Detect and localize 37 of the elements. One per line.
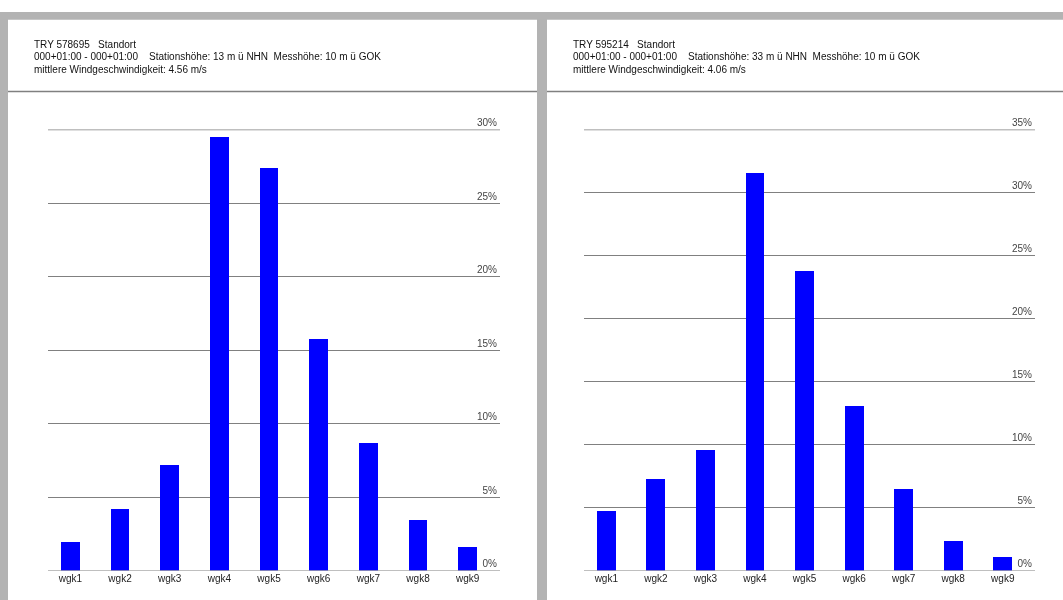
y-tick-label: 15%: [476, 337, 498, 349]
y-tick-label: 0%: [1017, 558, 1033, 570]
y-tick-label: 5%: [482, 484, 498, 496]
x-tick-label: wgk2: [107, 572, 133, 584]
chart-subtitle: 000+01:00 - 000+01:00 Stationshöhe: 13 m ü NHN Messhöhe: 10 m ü GOK mittlere Windgeschwindigkeit: 4.56 m/s: [34, 51, 382, 75]
x-tick-label: wgk7: [355, 572, 381, 584]
x-tick-label: wgk2: [643, 572, 668, 584]
y-tick-label: 30%: [1011, 180, 1033, 192]
x-tick-label: wgk6: [306, 572, 331, 584]
y-tick-label: 5%: [1017, 495, 1033, 507]
y-tick-label: 20%: [1011, 306, 1033, 318]
chart-title: TRY 578695 Standort: [34, 39, 137, 50]
x-tick-label: wgk8: [405, 572, 431, 584]
y-tick-label: 30%: [476, 117, 498, 129]
chart-title: TRY 595214 Standort: [573, 39, 676, 50]
x-tick-label: wgk5: [256, 572, 282, 584]
x-tick-label: wgk7: [890, 572, 916, 584]
chart-subtitle: 000+01:00 - 000+01:00 Stationshöhe: 33 m ü NHN Messhöhe: 10 m ü GOK mittlere Windgeschwindigkeit: 4.06 m/s: [573, 51, 921, 75]
y-tick-label: 35%: [1011, 117, 1033, 129]
x-tick-label: wgk3: [157, 572, 182, 584]
x-tick-label: wgk4: [206, 572, 232, 584]
y-tick-label: 20%: [476, 264, 498, 276]
y-tick-label: 15%: [1011, 369, 1033, 381]
y-tick-label: 10%: [1011, 432, 1033, 444]
x-tick-label: wgk6: [841, 572, 867, 584]
x-tick-label: wgk1: [57, 572, 83, 584]
y-tick-label: 25%: [1011, 243, 1033, 255]
x-tick-label: wgk9: [455, 572, 480, 584]
x-tick-label: wgk4: [742, 572, 768, 584]
x-tick-label: wgk1: [593, 572, 619, 584]
x-tick-label: wgk8: [940, 572, 966, 584]
x-tick-label: wgk3: [692, 572, 718, 584]
y-tick-label: 10%: [476, 411, 498, 423]
x-tick-label: wgk5: [791, 572, 817, 584]
x-tick-label: wgk9: [990, 572, 1015, 584]
y-tick-label: 0%: [482, 558, 498, 570]
y-tick-label: 25%: [476, 190, 498, 202]
